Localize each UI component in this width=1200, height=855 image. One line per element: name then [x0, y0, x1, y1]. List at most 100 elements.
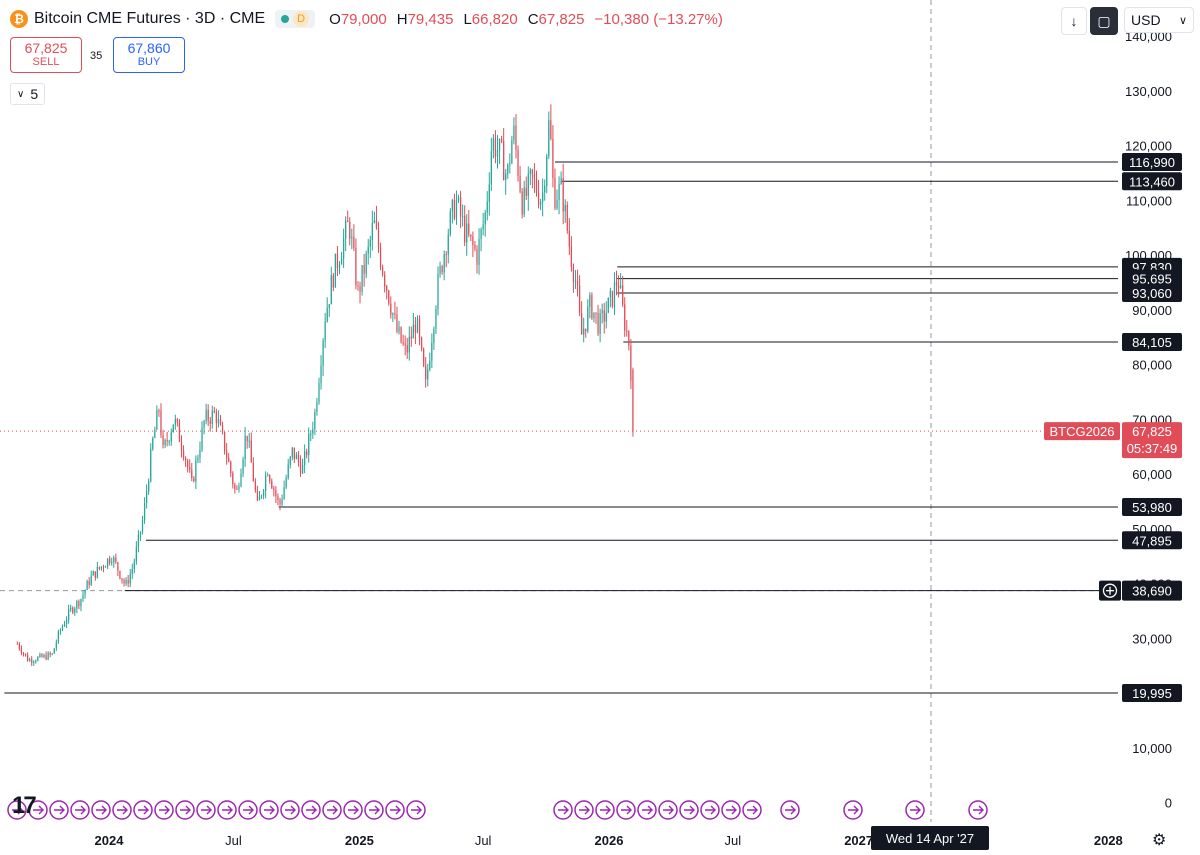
sell-button[interactable]: 67,825 SELL	[10, 37, 82, 73]
candle	[433, 326, 435, 350]
candle-body	[68, 609, 70, 620]
event-marker-icon[interactable]	[843, 800, 863, 820]
candle-body	[166, 440, 168, 442]
candle-body	[197, 457, 199, 461]
candle	[466, 214, 468, 256]
event-marker-icon[interactable]	[616, 800, 636, 820]
candle-body	[578, 285, 581, 314]
event-marker-icon[interactable]	[28, 800, 48, 820]
candle	[170, 428, 172, 446]
candle-body	[72, 607, 74, 613]
candle	[474, 240, 476, 252]
candle	[527, 166, 529, 211]
event-marker-icon[interactable]	[70, 800, 90, 820]
event-marker-icon[interactable]	[637, 800, 657, 820]
candle-body	[398, 327, 400, 332]
event-marker-icon[interactable]	[133, 800, 153, 820]
candle-body	[334, 253, 337, 288]
candle-body	[49, 652, 51, 655]
event-marker-icon[interactable]	[322, 800, 342, 820]
gear-icon[interactable]: ⚙	[1152, 832, 1167, 849]
candle	[338, 260, 341, 275]
candle-body	[404, 343, 406, 346]
symbol-title[interactable]: Bitcoin CME Futures · 3D · CME	[34, 10, 266, 27]
market-status[interactable]: D	[275, 10, 316, 28]
candle	[68, 604, 70, 624]
add-alert-icon[interactable]	[1099, 580, 1121, 601]
event-marker-icon[interactable]	[595, 800, 615, 820]
event-marker-icon[interactable]	[364, 800, 384, 820]
event-marker-icon[interactable]	[553, 800, 573, 820]
candle	[412, 312, 415, 339]
symbol-tag-bg	[1044, 422, 1120, 441]
candle-body	[176, 419, 179, 423]
candle	[326, 297, 328, 323]
indicators-toggle[interactable]: ∨ 5	[10, 83, 46, 105]
event-marker-icon[interactable]	[721, 800, 741, 820]
candle	[65, 616, 68, 629]
candle-body	[310, 433, 312, 435]
candle-body	[57, 631, 60, 643]
candle-body	[628, 331, 630, 346]
candle	[386, 284, 388, 300]
currency-select[interactable]: USD ∨	[1124, 7, 1194, 33]
candle	[156, 405, 158, 431]
candle-body	[205, 409, 207, 422]
event-marker-icon[interactable]	[91, 800, 111, 820]
event-marker-icon[interactable]	[905, 800, 925, 820]
candle	[277, 493, 279, 506]
candle-body	[90, 575, 92, 585]
event-marker-icon[interactable]	[7, 800, 27, 820]
event-marker-icon[interactable]	[49, 800, 69, 820]
candle-body	[412, 324, 415, 339]
candle	[576, 269, 579, 297]
event-marker-icon[interactable]	[175, 800, 195, 820]
candle	[113, 555, 115, 568]
event-marker-icon[interactable]	[280, 800, 300, 820]
level-price-label: 53,980	[1122, 497, 1182, 516]
candle-body	[441, 266, 443, 273]
event-marker-icon[interactable]	[574, 800, 594, 820]
candle	[336, 245, 339, 277]
candle	[106, 558, 109, 570]
candle	[521, 188, 523, 219]
event-marker-icon[interactable]	[259, 800, 279, 820]
candle-body	[595, 312, 597, 314]
event-marker-icon[interactable]	[196, 800, 216, 820]
event-marker-icon[interactable]	[679, 800, 699, 820]
candle-body	[451, 200, 454, 212]
event-marker-icon[interactable]	[238, 800, 258, 820]
event-marker-icon[interactable]	[343, 800, 363, 820]
y-tick-label: 120,000	[1125, 139, 1172, 154]
event-marker-icon[interactable]	[301, 800, 321, 820]
event-marker-icon[interactable]	[742, 800, 762, 820]
event-marker-icon[interactable]	[112, 800, 132, 820]
event-marker-icon[interactable]	[385, 800, 405, 820]
event-arrow	[621, 805, 632, 815]
event-marker-icon[interactable]	[658, 800, 678, 820]
event-arrow	[285, 805, 296, 815]
arrow-down-icon[interactable]: ↓	[1061, 7, 1087, 35]
fit-screen-icon[interactable]: ▢	[1090, 7, 1118, 35]
candle	[400, 326, 402, 344]
x-tick-label: 2025	[345, 833, 374, 848]
event-marker-icon[interactable]	[780, 800, 800, 820]
event-marker-icon[interactable]	[217, 800, 237, 820]
candle	[560, 171, 562, 185]
level-label-text: 84,105	[1132, 335, 1172, 350]
event-marker-icon[interactable]	[968, 800, 988, 820]
candle-body	[267, 475, 269, 477]
event-marker-icon[interactable]	[406, 800, 426, 820]
event-marker-icon[interactable]	[154, 800, 174, 820]
candle-body	[273, 488, 275, 491]
candle	[597, 304, 599, 337]
candle	[324, 312, 326, 349]
candle-body	[236, 488, 238, 490]
candle-body	[29, 659, 31, 662]
buy-button[interactable]: 67,860 BUY	[113, 37, 185, 73]
candle-body	[100, 566, 103, 569]
candle-body	[402, 342, 404, 344]
event-marker-icon[interactable]	[700, 800, 720, 820]
candle-body	[425, 365, 427, 380]
